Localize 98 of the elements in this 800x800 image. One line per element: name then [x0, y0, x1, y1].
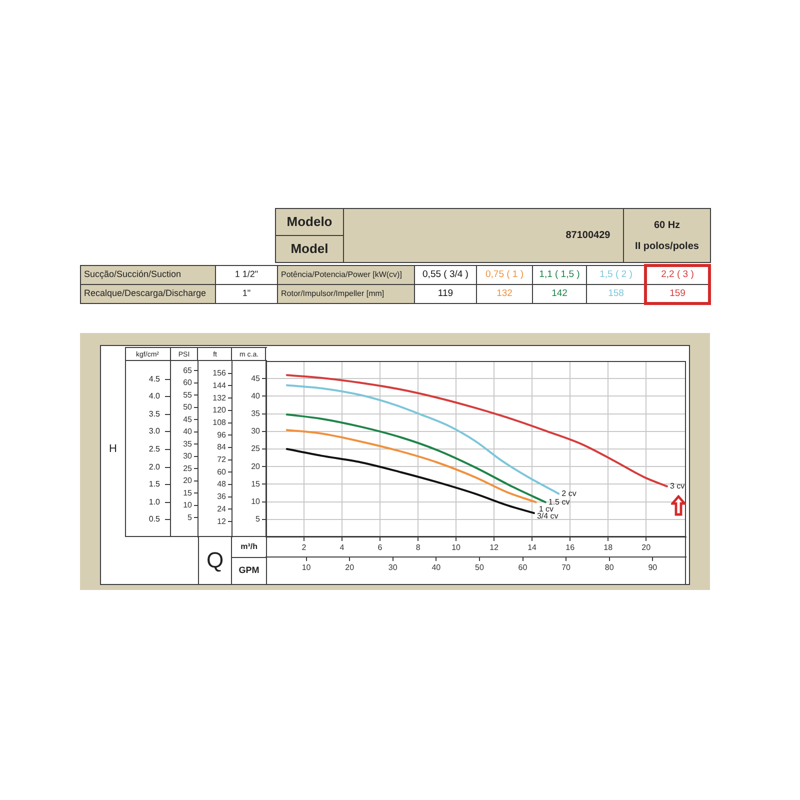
text: 3.5 — [148, 410, 161, 419]
x-tick-label: 12 — [490, 543, 500, 552]
x-tick-label: 8 — [416, 543, 421, 552]
text: 159 — [670, 288, 686, 300]
text: 0.5 — [148, 514, 161, 524]
text: 2.5 — [148, 444, 161, 454]
series-label: 1.5 cv — [548, 497, 570, 506]
x2-tick-label: 40 — [432, 563, 442, 572]
x2-tick-label: 80 — [604, 563, 614, 572]
y2-tick-label: 60 — [183, 378, 193, 388]
text: 4.0 — [148, 392, 161, 401]
x2-tick-label: 90 — [648, 563, 658, 572]
text: 1 1/2" — [234, 269, 258, 280]
x2-tick-label: 60 — [518, 563, 528, 572]
y-tick-label: 10 — [251, 497, 261, 506]
x2-tick-label: 10 — [302, 563, 312, 572]
y3-tick-label: 72 — [217, 455, 227, 464]
y3-tick-label: 84 — [217, 442, 227, 452]
text: 132 — [496, 288, 512, 300]
text: 1,5 ( 2 ) — [600, 268, 632, 280]
text: 119 — [438, 288, 454, 300]
line-series — [286, 384, 560, 495]
line-series — [286, 448, 535, 514]
y3-tick-label: 156 — [212, 368, 227, 378]
y3-tick-label: 120 — [212, 406, 227, 415]
text: Potência/Potencia/Power [kW(cv)] — [281, 270, 402, 280]
series-label: 3 cv — [670, 482, 685, 491]
y2-tick-label: 55 — [183, 390, 193, 400]
y2-tick-label: 15 — [183, 488, 193, 498]
text: Q — [206, 548, 224, 573]
text: Sucção/Succión/Suction — [84, 269, 182, 280]
text: 1" — [242, 288, 251, 299]
y-tick-label: 40 — [251, 391, 261, 400]
text: 60 Hz — [654, 220, 680, 230]
text: Model — [290, 240, 328, 256]
y-tick-label: 30 — [251, 426, 261, 436]
x-tick-label: 6 — [378, 543, 383, 552]
y2-tick-label: 25 — [183, 464, 193, 473]
text: 1,1 ( 1,5 ) — [539, 268, 580, 280]
line-series — [286, 374, 668, 488]
series-label: 3/4 cv — [536, 511, 558, 520]
y2-tick-label: 45 — [183, 414, 193, 424]
y2-tick-label: 50 — [183, 402, 193, 412]
y-tick-label: 45 — [251, 374, 261, 383]
y-tick-label: 20 — [251, 462, 261, 471]
x2-tick-label: 30 — [388, 563, 398, 572]
y3-tick-label: 12 — [217, 516, 227, 526]
x2-tick-label: 50 — [475, 563, 484, 572]
text: Rotor/Impulsor/Impeller [mm] — [281, 288, 384, 298]
y2-tick-label: 65 — [183, 366, 193, 375]
text: 3.0 — [148, 426, 161, 436]
x2-tick-label: 70 — [562, 563, 572, 572]
y-tick-label: 35 — [251, 409, 261, 418]
y3-tick-label: 96 — [217, 430, 227, 440]
x2-axis-title: GPM — [238, 564, 260, 575]
x2-tick-label: 20 — [345, 563, 355, 572]
x-tick-label: 14 — [528, 543, 538, 552]
y-tick-label: 5 — [256, 514, 261, 524]
text: 1.5 — [148, 480, 161, 489]
x-tick-label: 2 — [302, 543, 307, 552]
x-tick-label: 4 — [340, 543, 345, 552]
x-tick-label: 10 — [452, 543, 462, 552]
y2-tick-label: 5 — [188, 512, 193, 522]
y2-tick-label: 20 — [183, 476, 193, 486]
text: 4.5 — [148, 374, 161, 384]
text: Modelo — [286, 214, 332, 230]
y3-tick-label: 144 — [212, 380, 227, 390]
text: H — [109, 443, 118, 456]
y3-tick-label: 60 — [217, 467, 227, 476]
line-series — [286, 428, 537, 504]
y3-tick-label: 48 — [217, 480, 227, 489]
y-tick-label: 15 — [251, 479, 261, 488]
x-tick-label: 20 — [642, 543, 652, 552]
text: 2.0 — [148, 462, 161, 472]
y3-tick-label: 132 — [212, 393, 227, 402]
y2-tick-label: 35 — [183, 439, 193, 448]
text: 0,75 ( 1 ) — [485, 268, 524, 280]
y-tick-label: 25 — [251, 444, 261, 454]
text: Recalque/Descarga/Discharge — [84, 288, 206, 299]
text: 87100429 — [566, 230, 610, 241]
y3-tick-label: 24 — [217, 504, 227, 514]
x-tick-label: 18 — [604, 543, 614, 552]
y2-tick-label: 30 — [183, 452, 193, 461]
series-label: 2 cv — [562, 488, 576, 498]
x-axis-title: m³/h — [240, 542, 258, 552]
x-tick-label: 16 — [566, 543, 576, 552]
text: 1.0 — [148, 498, 161, 507]
y2-tick-label: 40 — [183, 427, 193, 436]
text: II polos/poles — [635, 240, 699, 252]
y2-tick-label: 10 — [183, 500, 193, 510]
text: 142 — [552, 288, 568, 300]
text: 2,2 ( 3 ) — [661, 268, 694, 280]
text: 158 — [608, 288, 624, 300]
line-series — [286, 414, 546, 504]
y3-tick-label: 36 — [217, 492, 227, 502]
text: 0,55 ( 3/4 ) — [422, 268, 468, 280]
y3-tick-label: 108 — [212, 418, 227, 427]
series-label: 1 cv — [538, 504, 554, 514]
